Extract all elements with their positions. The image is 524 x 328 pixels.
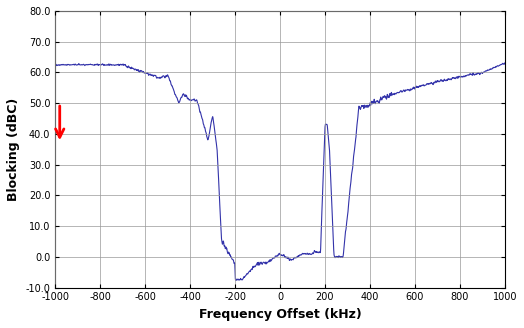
X-axis label: Frequency Offset (kHz): Frequency Offset (kHz) (199, 308, 362, 321)
Y-axis label: Blocking (dBC): Blocking (dBC) (7, 98, 20, 201)
